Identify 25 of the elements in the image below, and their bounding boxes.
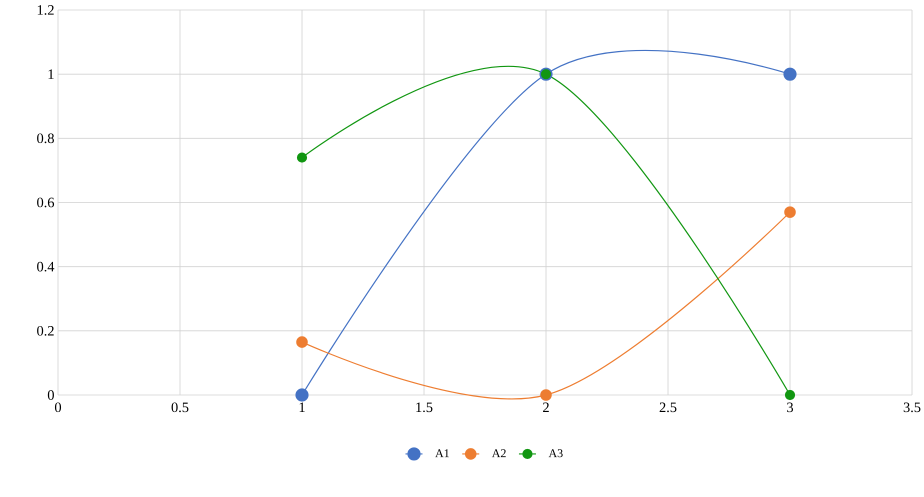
y-tick-label: 0.4 <box>37 262 54 272</box>
y-tick-label: 0.6 <box>37 198 54 208</box>
point <box>296 336 308 348</box>
x-tick-label: 3 <box>787 402 794 412</box>
x-tick-label: 0.5 <box>172 402 188 412</box>
x-tick-label: 1 <box>300 402 305 412</box>
y-tick-label: 1 <box>48 69 54 79</box>
x-tick-label: 3.5 <box>904 402 920 412</box>
point <box>540 389 552 401</box>
x-tick-label: 2.5 <box>660 402 676 412</box>
point <box>295 388 309 402</box>
point <box>783 68 797 81</box>
y-tick-label: 0.2 <box>37 326 54 336</box>
point <box>784 206 796 218</box>
point <box>784 390 796 400</box>
x-tick-label: 2 <box>543 402 549 412</box>
y-tick-label: 0.8 <box>37 133 54 144</box>
x-tick-label: 1.5 <box>416 402 432 412</box>
legend-label: A3 <box>548 449 563 458</box>
y-tick-label: 0 <box>48 390 54 400</box>
legend-label: A1 <box>435 449 449 458</box>
x-tick-label: 0 <box>54 402 62 412</box>
point <box>296 152 308 163</box>
legend-label: A2 <box>492 449 506 458</box>
y-tick-label: 1.2 <box>38 5 54 15</box>
